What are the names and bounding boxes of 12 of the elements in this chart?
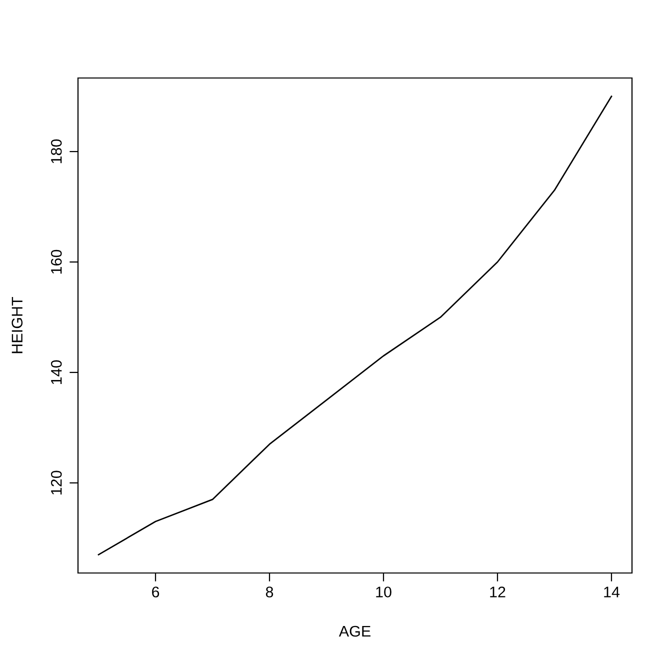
x-tick-label: 6: [152, 586, 160, 598]
x-axis-title: AGE: [338, 626, 370, 637]
x-tick-label: 10: [376, 586, 392, 598]
x-tick-label: 8: [266, 586, 274, 598]
x-tick-label: 12: [490, 586, 506, 598]
y-tick-label: 120: [50, 470, 62, 494]
x-tick-label: 14: [604, 586, 620, 598]
y-tick-label: 180: [50, 139, 62, 164]
line-series: [98, 96, 612, 556]
y-axis-title: HEIGHT: [12, 296, 23, 354]
y-tick-label: 140: [50, 360, 62, 384]
y-tick-label: 160: [50, 250, 62, 274]
